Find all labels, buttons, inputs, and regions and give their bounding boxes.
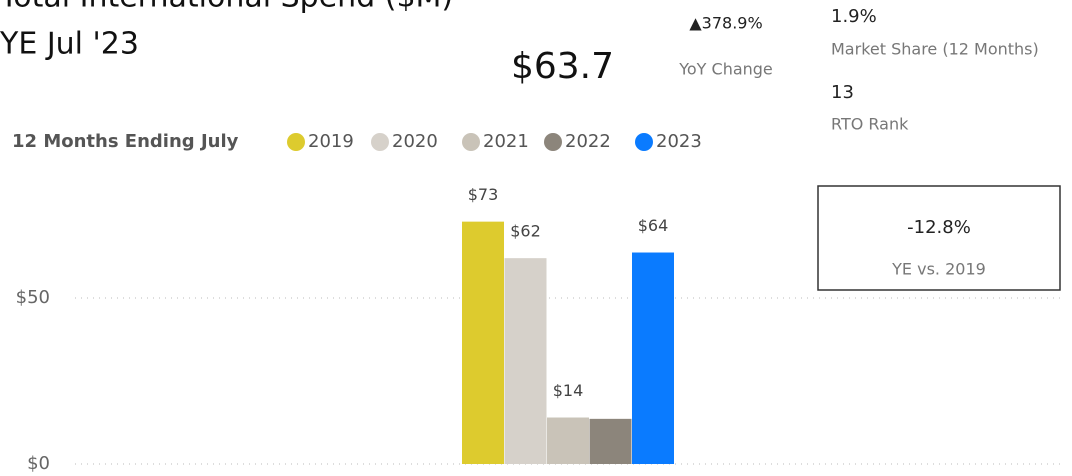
kpi-label: YoY Change [678,60,773,79]
legend-label: 2021 [483,131,529,152]
card [817,185,1061,291]
legend-label: 2022 [565,131,611,152]
bar [632,252,674,464]
kpi-share: 1.9% [831,6,877,27]
legend-marker [287,133,305,151]
bar [504,258,547,464]
card-value: -12.8% [907,217,971,238]
title: YE Jul '23 [0,27,139,62]
data-label: $62 [510,222,541,241]
y-tick-label: $50 [16,287,50,308]
title: Total International Spend ($M) - [0,0,473,15]
card-label: YE vs. 2019 [891,260,986,279]
legend-label: 2019 [308,131,354,152]
legend-marker [371,133,389,151]
kpi-rank: 13 [831,82,854,103]
kpi-label: Market Share (12 Months) [831,40,1039,59]
data-label: $14 [553,381,584,400]
kpi-total: $63.7 [511,46,614,87]
legend-label: 2020 [392,131,438,152]
data-label: $64 [638,216,669,235]
legend-label: 2023 [656,131,702,152]
legend-title: 12 Months Ending July [12,131,239,152]
legend-marker [544,133,562,151]
bar [589,418,632,464]
legend-marker [462,133,480,151]
data-label: $73 [468,185,499,204]
bar [462,221,504,464]
kpi-yoy: ▲378.9% [689,14,762,33]
bar [547,417,589,464]
legend-marker [635,133,653,151]
y-tick-label: $0 [27,453,50,474]
kpi-label: RTO Rank [831,115,909,134]
